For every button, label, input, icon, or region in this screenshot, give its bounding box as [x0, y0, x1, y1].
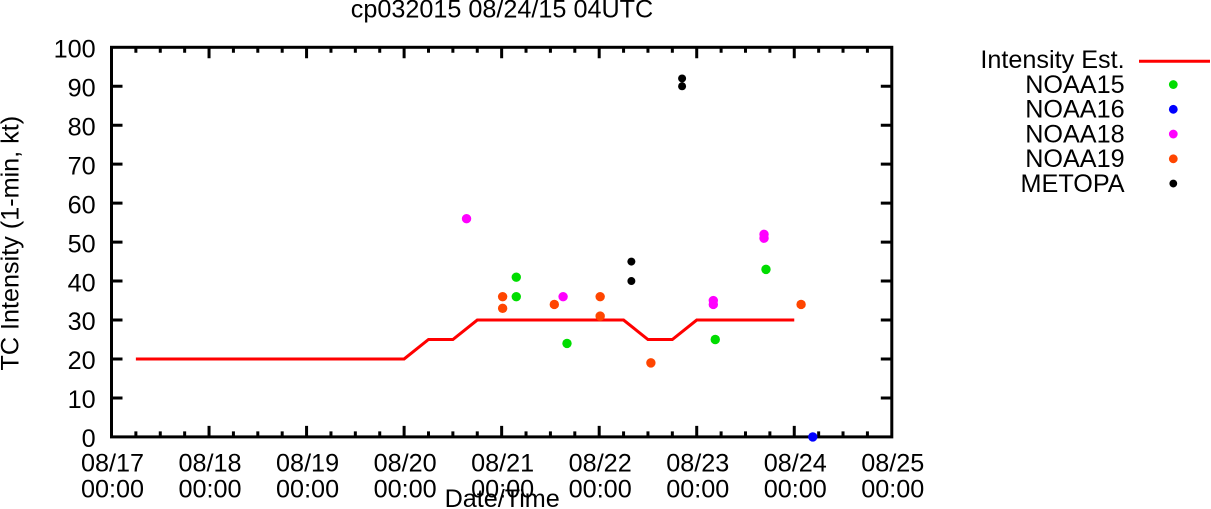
svg-text:Intensity Est.: Intensity Est. — [980, 46, 1124, 74]
svg-text:08/25: 08/25 — [861, 450, 924, 478]
svg-text:08/19: 08/19 — [276, 450, 339, 478]
svg-text:00:00: 00:00 — [861, 476, 924, 504]
svg-text:08/17: 08/17 — [81, 450, 144, 478]
svg-text:00:00: 00:00 — [471, 476, 534, 504]
svg-text:08/22: 08/22 — [569, 450, 632, 478]
svg-text:100: 100 — [54, 36, 96, 64]
svg-text:NOAA16: NOAA16 — [1025, 96, 1124, 124]
svg-text:08/21: 08/21 — [471, 450, 534, 478]
svg-text:00:00: 00:00 — [276, 476, 339, 504]
svg-text:70: 70 — [68, 152, 96, 180]
svg-text:METOPA: METOPA — [1021, 170, 1125, 198]
svg-text:08/23: 08/23 — [666, 450, 729, 478]
svg-text:50: 50 — [68, 230, 96, 258]
svg-text:80: 80 — [68, 113, 96, 141]
svg-text:08/18: 08/18 — [179, 450, 242, 478]
svg-text:00:00: 00:00 — [179, 476, 242, 504]
svg-text:90: 90 — [68, 74, 96, 102]
svg-text:00:00: 00:00 — [569, 476, 632, 504]
svg-text:10: 10 — [68, 386, 96, 414]
svg-text:cp032015 08/24/15 04UTC: cp032015 08/24/15 04UTC — [351, 0, 653, 23]
svg-text:NOAA18: NOAA18 — [1025, 120, 1124, 148]
svg-text:00:00: 00:00 — [764, 476, 827, 504]
svg-text:08/24: 08/24 — [764, 450, 827, 478]
svg-text:0: 0 — [82, 425, 96, 453]
svg-text:20: 20 — [68, 347, 96, 375]
svg-text:60: 60 — [68, 191, 96, 219]
svg-text:00:00: 00:00 — [81, 476, 144, 504]
svg-text:Date/Time: Date/Time — [445, 485, 560, 509]
svg-text:TC Intensity (1-min, kt): TC Intensity (1-min, kt) — [0, 116, 25, 371]
svg-text:NOAA15: NOAA15 — [1025, 71, 1124, 99]
svg-text:08/20: 08/20 — [374, 450, 437, 478]
svg-text:00:00: 00:00 — [374, 476, 437, 504]
svg-text:40: 40 — [68, 269, 96, 297]
svg-text:NOAA19: NOAA19 — [1025, 145, 1124, 173]
svg-text:00:00: 00:00 — [666, 476, 729, 504]
svg-text:30: 30 — [68, 308, 96, 336]
